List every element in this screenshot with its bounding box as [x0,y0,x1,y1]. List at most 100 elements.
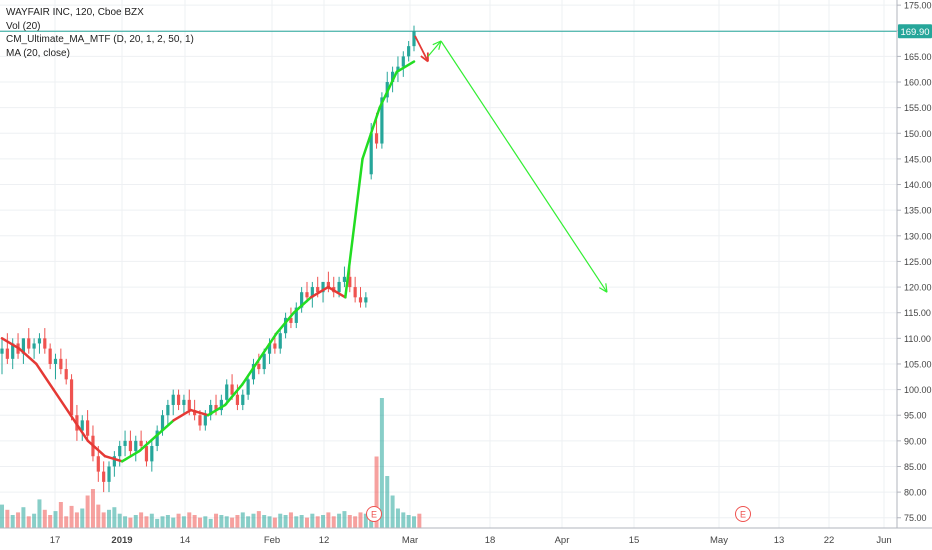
volume-bar [26,516,31,528]
legend-ma[interactable]: MA (20, close) [6,47,70,59]
candle-body [0,348,4,354]
candles [0,25,416,493]
volume-bar [401,512,406,528]
volume-bar [42,509,47,528]
volume-bar [5,509,10,528]
volume-bar [417,513,422,528]
x-tick-label: 18 [485,535,496,546]
y-tick-label: 90.00 [904,436,927,446]
volume-bar [203,516,208,528]
earnings-marker[interactable]: E [735,506,751,522]
y-tick-label: 75.00 [904,513,927,523]
earnings-label: E [371,510,377,520]
volume-bar [107,509,112,528]
grid [0,0,897,528]
earnings-marker[interactable]: E [366,506,382,522]
volume-bar [321,515,326,528]
volume-bar [224,516,229,528]
volume-bar [331,516,336,528]
candle-body [96,456,100,472]
volume-bar [96,504,101,528]
ma-segment [275,311,296,335]
candle-body [11,343,15,359]
ma-segment [395,60,416,74]
candle-body [246,379,250,395]
x-tick-label: Jun [876,535,891,546]
candle-body [123,440,127,446]
candle-body [257,363,261,370]
candle-body [364,297,368,303]
candle-body [267,343,272,354]
volume-bar [117,513,122,528]
x-tick-label: Apr [555,535,570,546]
ma-segment [86,439,107,458]
earnings-circle [366,506,382,522]
last-price-tag: 169.90 [898,24,932,39]
volume-bar [176,513,181,528]
volume-bar [267,516,272,528]
ma-segment [223,383,244,407]
y-tick-label: 125.00 [904,257,932,267]
candle-body [283,317,288,334]
volume-bar [230,517,235,528]
volume-bar [406,515,411,528]
volume-bar [283,515,288,528]
volume-bar [64,516,69,528]
price-axis-bg [897,0,932,550]
earnings-circle [735,506,751,522]
volume-bar [347,515,352,528]
volume-bar [0,504,4,528]
candle-body [310,287,314,298]
volume-bar [395,508,400,528]
candle-body [59,358,63,370]
volume-bar [363,513,368,528]
candle-body [21,338,26,354]
volume-bar [48,515,53,528]
moving-average-line [0,60,416,463]
candle-body [369,133,373,175]
candle-body [193,410,197,416]
candle-body [107,466,111,482]
y-tick-label: 115.00 [904,308,931,318]
legend-volume[interactable]: Vol (20) [6,20,41,32]
volume-bar [123,516,128,528]
candle-body [230,384,234,395]
legend-symbol[interactable]: WAYFAIR INC, 120, Cboe BZX [6,7,144,18]
legend-cm-indicator[interactable]: CM_Ultimate_MA_MTF (D, 20, 1, 2, 50, 1) [6,34,194,45]
y-tick-label: 100.00 [904,385,932,395]
volume-bar [326,512,331,528]
volume-bar [272,517,277,528]
candle-body [171,394,175,405]
candle-body [241,394,245,405]
candle-body [396,66,400,72]
x-tick-label: May [710,535,728,546]
volume-bar [160,516,165,528]
forecast-arrows [414,35,608,293]
ma-segment [258,331,278,361]
arrow-shaft [427,40,442,57]
ma-segment [206,403,227,417]
ma-segment [138,434,158,453]
x-tick-label: 17 [50,535,61,546]
volume-bar [144,516,149,528]
volume-bar [112,507,117,528]
y-tick-label: 85.00 [904,462,927,472]
y-tick-label: 140.00 [904,180,932,190]
volume-bar [16,512,21,528]
earnings-label: E [740,510,746,520]
ma-segment [378,70,399,109]
volume-bar [299,515,304,528]
candle-body [380,97,384,144]
volume-bar [304,517,309,528]
y-tick-label: 95.00 [904,411,927,421]
volume-bar [379,398,384,528]
candle-body [278,333,282,349]
ma-segment [52,388,72,417]
volume-bar [197,517,202,528]
candle-body [374,133,379,144]
candle-body [305,292,309,298]
ma-segment [69,413,90,443]
candle-body [300,292,304,308]
